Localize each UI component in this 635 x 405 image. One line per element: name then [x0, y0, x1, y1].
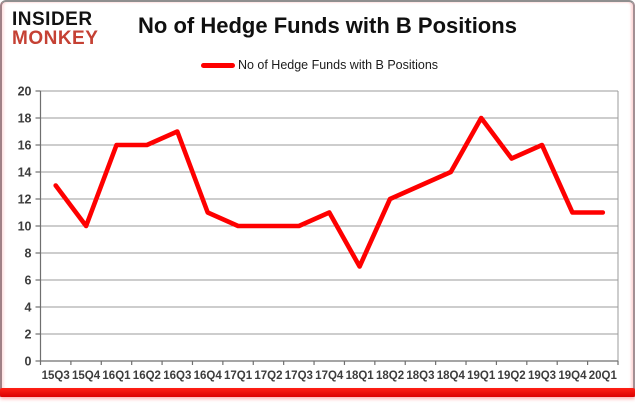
y-axis-label: 2 [25, 328, 32, 342]
x-axis-label: 15Q4 [72, 370, 101, 382]
y-axis-label: 10 [18, 220, 32, 234]
y-axis-label: 6 [25, 274, 32, 288]
x-axis-label: 16Q2 [133, 370, 161, 382]
y-axis-label: 8 [25, 247, 32, 261]
y-axis-label: 16 [18, 139, 32, 153]
logo-text-insider: INSIDER [12, 9, 93, 30]
legend: No of Hedge Funds with B Positions [2, 57, 635, 73]
x-axis-label: 16Q3 [163, 370, 191, 382]
logo-text-monkey: MONKEY [12, 28, 99, 50]
x-axis-label: 19Q4 [558, 370, 587, 382]
data-line-series [53, 115, 606, 269]
x-axis-label: 19Q3 [528, 370, 556, 382]
y-axis-label: 12 [18, 193, 32, 207]
y-axis-label: 4 [25, 301, 32, 315]
x-axis-label: 19Q1 [467, 370, 496, 382]
x-axis-label: 19Q2 [498, 370, 526, 382]
y-axis-label: 18 [18, 112, 32, 126]
x-axis-label: 18Q2 [376, 370, 404, 382]
x-axis-label: 17Q4 [315, 370, 344, 382]
insider-monkey-logo: INSIDER MONKEY [12, 10, 98, 49]
x-axis-label: 16Q4 [194, 370, 223, 382]
legend-line-swatch [200, 62, 235, 68]
y-axis-label: 14 [18, 166, 32, 180]
chart-title: No of Hedge Funds with B Positions [138, 13, 517, 38]
x-axis-label: 18Q4 [437, 370, 466, 382]
card-bottom-accent [0, 388, 635, 397]
x-axis-label: 18Q1 [346, 370, 375, 382]
x-axis-label: 16Q1 [102, 370, 131, 382]
line-chart: 0 2 4 6 8 10 12 14 16 18 20 15Q3 15Q4 16Q1 16Q2 16Q3 16Q… [18, 85, 619, 382]
x-axis-label: 17Q3 [285, 370, 313, 382]
x-axis-label: 15Q3 [42, 370, 70, 382]
y-axis-label: 0 [25, 355, 32, 369]
legend-label: No of Hedge Funds with B Positions [237, 58, 439, 72]
x-axis-label: 17Q2 [254, 370, 282, 382]
x-axis-label: 20Q1 [589, 370, 618, 382]
y-axis-label: 20 [18, 85, 32, 99]
x-axis-label: 18Q3 [406, 370, 434, 382]
x-axis-label: 17Q1 [224, 370, 253, 382]
